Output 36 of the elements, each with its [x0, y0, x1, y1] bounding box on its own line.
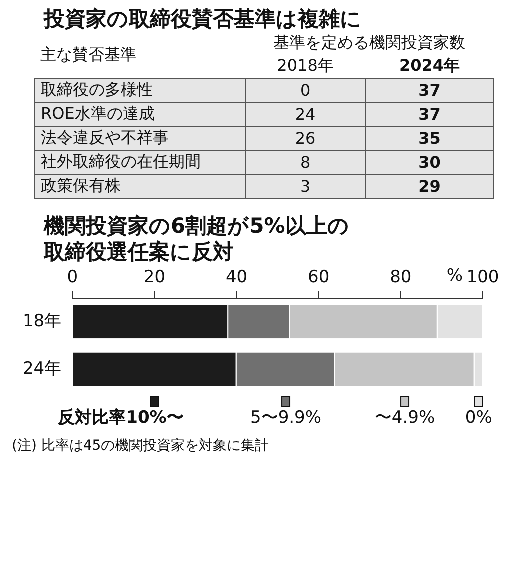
category-label: 社外取締役の在任期間	[34, 150, 246, 174]
category-label: 政策保有株	[34, 174, 246, 198]
series-label: 2018年	[276, 55, 335, 77]
data-label: 8	[245, 150, 366, 174]
data-label: 37	[366, 102, 494, 126]
y-tick-label: 18年	[22, 311, 62, 332]
y-tick-label: 24年	[22, 358, 62, 379]
text: 基準を定める機関投資家数	[272, 32, 466, 54]
data-label: 0	[245, 78, 366, 102]
data-label: 35	[366, 126, 494, 150]
data-label: 30	[366, 150, 494, 174]
x-tick-label: 100	[466, 268, 500, 288]
category-label: 法令違反や不祥事	[34, 126, 246, 150]
chart-title: 機関投資家の6割超が5%以上の取締役選任案に反対	[44, 213, 350, 265]
legend-label: 5〜9.9%	[250, 408, 322, 428]
x-tick-label: 40	[226, 268, 248, 288]
x-tick-label: 0	[67, 268, 78, 288]
x-tick-label: 80	[390, 268, 412, 288]
data-label: 37	[366, 78, 494, 102]
text: 投資家の取締役賛否基準は複雑に	[44, 6, 363, 32]
x-axis-title: %	[446, 266, 464, 286]
text: 主な賛否基準	[40, 44, 138, 66]
x-tick-label: 20	[144, 268, 166, 288]
data-label: 24	[245, 102, 366, 126]
legend-label: 0%	[465, 408, 492, 428]
data-label: 3	[245, 174, 366, 198]
legend-title: 反対比率	[57, 408, 126, 428]
x-tick-label: 60	[308, 268, 330, 288]
category-label: 取締役の多様性	[34, 78, 246, 102]
series-label: 2024年	[398, 55, 461, 77]
category-label: ROE水準の達成	[34, 102, 246, 126]
data-label: 26	[245, 126, 366, 150]
legend-label: 〜4.9%	[374, 408, 436, 428]
text: (注) 比率は45の機関投資家を対象に集計	[12, 437, 270, 456]
legend-label: 10%〜	[126, 408, 184, 428]
data-label: 29	[366, 174, 494, 198]
